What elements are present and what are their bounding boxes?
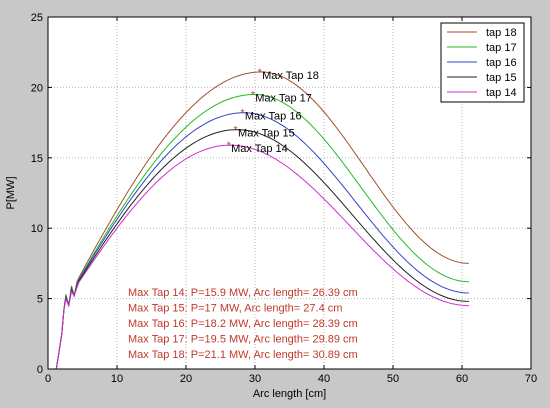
x-axis-label: Arc length [cm] [253, 388, 326, 400]
x-tick-label: 40 [318, 373, 330, 385]
y-tick-label: 20 [31, 82, 43, 94]
y-tick-label: 15 [31, 153, 43, 165]
max-marker: * [251, 89, 256, 101]
x-tick-label: 20 [180, 373, 192, 385]
legend-entry: tap 18 [486, 27, 517, 39]
series-line-tap-15 [55, 129, 469, 370]
legend-entry: tap 15 [486, 72, 517, 84]
max-label-tap-15: Max Tap 15 [238, 128, 295, 140]
x-tick-label: 0 [45, 373, 51, 385]
max-label-tap-14: Max Tap 14 [231, 143, 288, 155]
max-marker: * [227, 140, 232, 152]
max-label-tap-17: Max Tap 17 [255, 92, 312, 104]
legend-entry: tap 17 [486, 42, 517, 54]
max-label-tap-18: Max Tap 18 [262, 70, 319, 82]
series-line-tap-14 [55, 144, 469, 370]
y-axis-label: P[MW] [5, 177, 17, 210]
annotation-note: Max Tap 15: P=17 MW, Arc length= 27.4 cm [128, 303, 342, 315]
max-marker: * [258, 67, 263, 79]
y-tick-label: 5 [37, 294, 43, 306]
annotation-note: Max Tap 17: P=19.5 MW, Arc length= 29.89… [128, 334, 358, 346]
annotation-note: Max Tap 16: P=18.2 MW, Arc length= 28.39… [128, 318, 358, 330]
max-marker: * [234, 125, 239, 137]
series-line-tap-17 [55, 93, 469, 370]
series-line-tap-16 [55, 112, 469, 370]
max-label-tap-16: Max Tap 16 [245, 111, 302, 123]
y-tick-label: 25 [31, 12, 43, 24]
y-tick-label: 10 [31, 223, 43, 235]
y-tick-label: 0 [37, 364, 43, 376]
axes-box [47, 16, 532, 370]
x-tick-label: 70 [525, 373, 537, 385]
max-marker: * [240, 108, 245, 120]
x-tick-label: 60 [456, 373, 468, 385]
legend-entry: tap 14 [486, 87, 517, 99]
x-tick-label: 30 [249, 373, 261, 385]
annotation-note: Max Tap 14: P=15.9 MW, Arc length= 26.39… [128, 287, 358, 299]
x-tick-label: 10 [111, 373, 123, 385]
x-tick-label: 50 [387, 373, 399, 385]
legend-box [440, 22, 525, 103]
series-line-tap-18 [55, 71, 469, 370]
legend-entry: tap 16 [486, 57, 517, 69]
annotation-note: Max Tap 18: P=21.1 MW, Arc length= 30.89… [128, 349, 358, 361]
